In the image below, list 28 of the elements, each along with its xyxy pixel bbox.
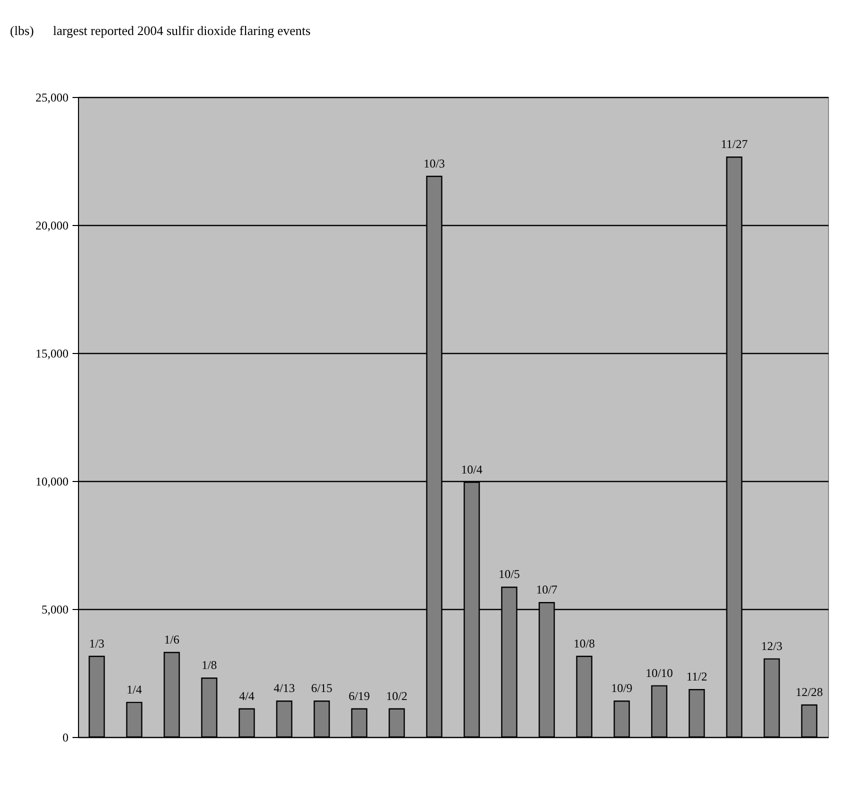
x-tick-label: 4/4 [239, 688, 254, 703]
x-tick-label: 10/5 [498, 567, 520, 582]
y-tick-label: 10,000 [36, 474, 68, 488]
y-tick-label: 15,000 [36, 346, 68, 360]
x-tick-label: 10/2 [386, 688, 408, 703]
y-tick-label: 25,000 [36, 90, 68, 104]
x-tick-label: 10/9 [611, 681, 632, 696]
x-tick-label: 6/19 [348, 688, 370, 703]
x-tick-label: 6/15 [311, 681, 332, 696]
x-tick-label: 10/8 [574, 636, 595, 650]
x-tick-label: 11/2 [686, 670, 708, 684]
x-tick-label: 12/3 [761, 638, 782, 653]
y-tick-label: 0 [62, 730, 68, 744]
x-tick-label: 10/3 [424, 156, 445, 170]
x-tick-label: 10/10 [646, 666, 673, 680]
x-tick-label: 10/4 [461, 462, 482, 476]
x-tick-label: 1/8 [202, 658, 217, 672]
x-tick-label: 4/13 [274, 681, 295, 696]
x-tick-label: 12/28 [796, 685, 823, 699]
x-tick-label: 1/6 [164, 632, 180, 647]
y-tick-label: 20,000 [36, 218, 68, 232]
chart-title: largest reported 2004 sulfir dioxide flaring events [53, 23, 311, 38]
text: (lbs) [10, 23, 34, 38]
x-tick-label: 1/4 [126, 682, 142, 696]
y-tick-label: 5,000 [42, 602, 68, 616]
x-tick-label: 1/3 [89, 636, 104, 650]
x-tick-label: 10/7 [536, 582, 558, 597]
x-tick-label: 11/27 [720, 137, 748, 152]
